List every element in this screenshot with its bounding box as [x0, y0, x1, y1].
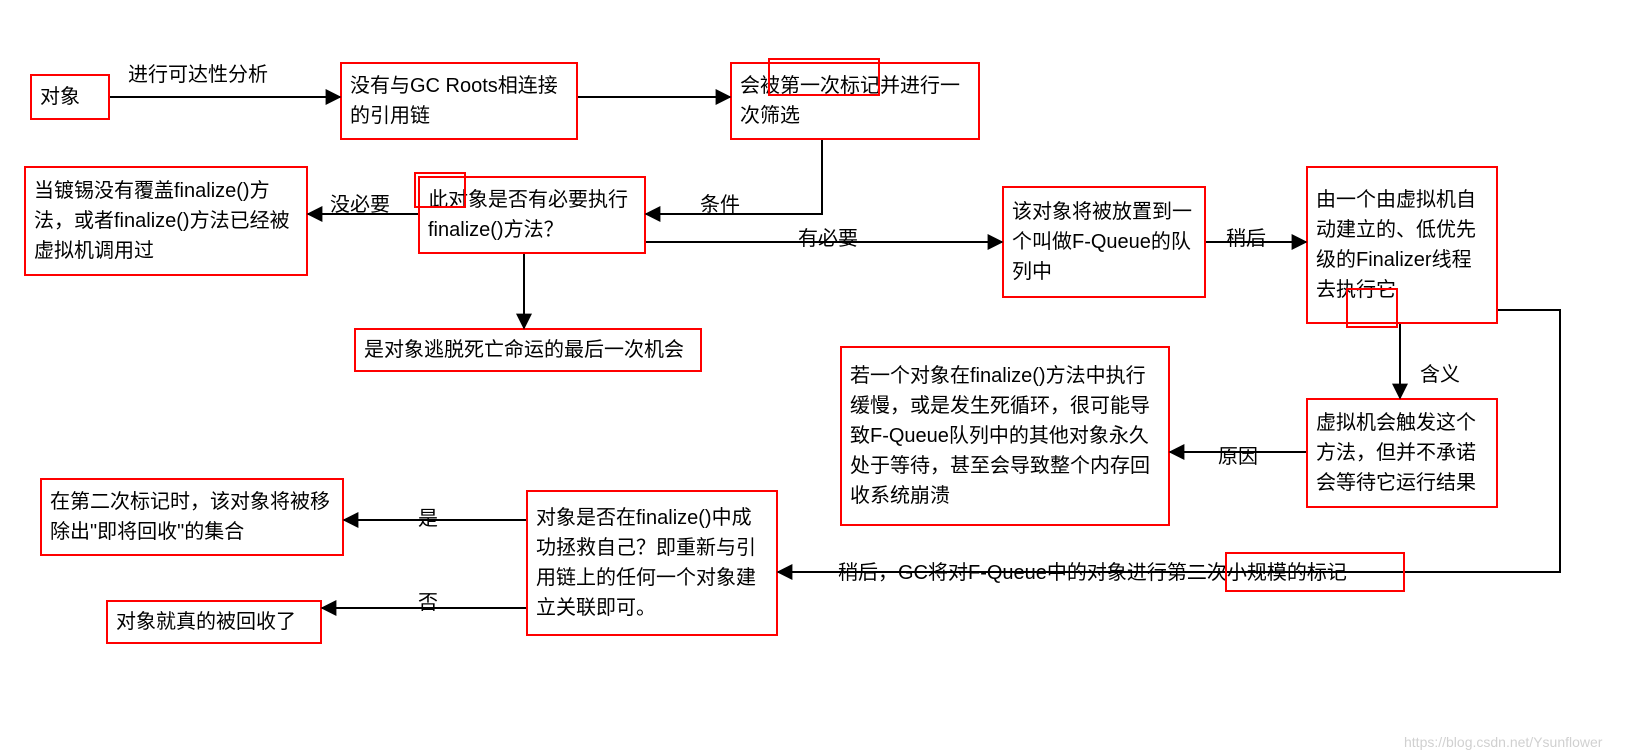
- label-no: 否: [418, 586, 438, 615]
- label-yes-need: 有必要: [798, 222, 858, 251]
- node-first-mark-text: 会被第一次标记并进行一次筛选: [740, 71, 970, 131]
- node-trigger-text: 虚拟机会触发这个方法，但并不承诺会等待它运行结果: [1316, 408, 1488, 498]
- node-fqueue-text: 该对象将被放置到一个叫做F-Queue的队列中: [1012, 197, 1196, 287]
- label-meaning: 含义: [1420, 358, 1460, 387]
- node-trigger: 虚拟机会触发这个方法，但并不承诺会等待它运行结果: [1306, 398, 1498, 508]
- node-collected-text: 对象就真的被回收了: [116, 607, 296, 637]
- node-last-chance: 是对象逃脱死亡命运的最后一次机会: [354, 328, 702, 372]
- node-collected: 对象就真的被回收了: [106, 600, 322, 644]
- label-reach: 进行可达性分析: [128, 58, 268, 87]
- node-no-need-text: 当镀锡没有覆盖finalize()方法，或者finalize()方法已经被虚拟机…: [34, 176, 298, 266]
- label-later: 稍后: [1226, 222, 1266, 251]
- label-second-mark: 稍后，GC将对F-Queue中的对象进行第二次小规模的标记: [838, 556, 1347, 585]
- node-first-mark: 会被第一次标记并进行一次筛选: [730, 62, 980, 140]
- node-obj-text: 对象: [40, 82, 80, 112]
- node-need-fin: 此对象是否有必要执行finalize()方法？: [418, 176, 646, 254]
- node-fqueue: 该对象将被放置到一个叫做F-Queue的队列中: [1002, 186, 1206, 298]
- node-reason-text: 若一个对象在finalize()方法中执行缓慢，或是发生死循环，很可能导致F-Q…: [850, 361, 1160, 511]
- node-finalizer-text: 由一个由虚拟机自动建立的、低优先级的Finalizer线程去执行它: [1316, 185, 1488, 305]
- node-no-roots-text: 没有与GC Roots相连接的引用链: [350, 71, 568, 131]
- node-finalizer: 由一个由虚拟机自动建立的、低优先级的Finalizer线程去执行它: [1306, 166, 1498, 324]
- node-rescue: 对象是否在finalize()中成功拯救自己？即重新与引用链上的任何一个对象建立…: [526, 490, 778, 636]
- node-removed: 在第二次标记时，该对象将被移除出"即将回收"的集合: [40, 478, 344, 556]
- watermark: https://blog.csdn.net/Ysunflower: [1404, 734, 1602, 750]
- label-reason: 原因: [1218, 440, 1258, 469]
- node-need-fin-text: 此对象是否有必要执行finalize()方法？: [428, 185, 636, 245]
- node-obj: 对象: [30, 74, 110, 120]
- label-cond: 条件: [700, 188, 740, 217]
- label-yes: 是: [418, 502, 438, 531]
- node-reason: 若一个对象在finalize()方法中执行缓慢，或是发生死循环，很可能导致F-Q…: [840, 346, 1170, 526]
- node-removed-text: 在第二次标记时，该对象将被移除出"即将回收"的集合: [50, 487, 334, 547]
- node-rescue-text: 对象是否在finalize()中成功拯救自己？即重新与引用链上的任何一个对象建立…: [536, 503, 768, 623]
- node-no-need: 当镀锡没有覆盖finalize()方法，或者finalize()方法已经被虚拟机…: [24, 166, 308, 276]
- node-no-roots: 没有与GC Roots相连接的引用链: [340, 62, 578, 140]
- node-last-chance-text: 是对象逃脱死亡命运的最后一次机会: [364, 335, 684, 365]
- label-no-need: 没必要: [330, 188, 390, 217]
